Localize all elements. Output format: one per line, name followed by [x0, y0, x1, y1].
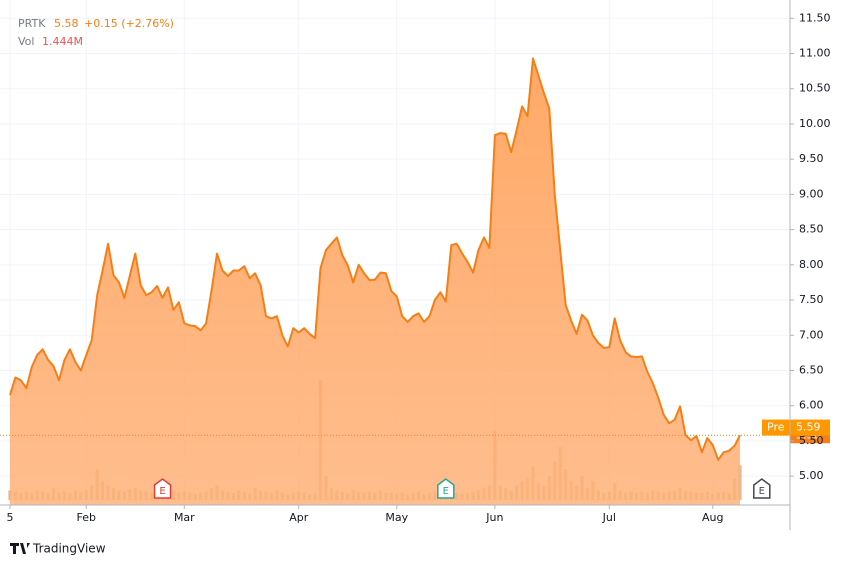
x-tick-label: Apr [289, 511, 309, 524]
brand: TradingView [32, 542, 106, 556]
y-tick-label: 11.00 [799, 47, 831, 60]
pre-label: Pre [767, 421, 785, 434]
y-tick-label: 9.00 [799, 187, 824, 200]
change: +0.15 (+2.76%) [84, 17, 174, 30]
volume-value: 1.444M [42, 35, 83, 48]
x-tick-label: 5 [7, 511, 14, 524]
x-tick-label: Feb [77, 511, 96, 524]
y-tick-label: 6.00 [799, 399, 824, 412]
y-tick-label: 11.50 [799, 11, 831, 24]
earnings-label: E [159, 486, 165, 497]
earnings-marker [753, 478, 771, 499]
y-tick-label: 10.00 [799, 117, 831, 130]
earnings-label: E [443, 486, 449, 497]
symbol: PRTK [18, 17, 46, 30]
price [9, 57, 741, 505]
pre-value: 5.59 [796, 421, 821, 434]
y-tick-label: 10.50 [799, 82, 831, 95]
logo: TradingView [10, 542, 106, 556]
y-tick-label: 6.50 [799, 363, 824, 376]
y-tick-label: 7.50 [799, 293, 824, 306]
price-area [10, 58, 740, 505]
last-price: 5.58 [54, 17, 79, 30]
earnings-marker [153, 478, 172, 499]
earnings-label: E [759, 486, 765, 497]
y-tick-label: 8.00 [799, 258, 824, 271]
logo-mark [10, 543, 30, 554]
x-tick-label: Jul [602, 511, 616, 524]
volume-title: Vol [18, 35, 34, 48]
pre-tag [762, 419, 830, 436]
y-tick-label: 9.50 [799, 152, 824, 165]
y-tick-label: 5.50 [799, 434, 824, 447]
earnings-marker [437, 478, 455, 499]
y-tick-label: 8.50 [799, 223, 824, 236]
y-tick-label: 5.00 [799, 469, 824, 482]
x-tick-label: Aug [702, 511, 723, 524]
x-tick-label: Jun [485, 511, 503, 524]
x-tick-label: Mar [174, 511, 195, 524]
y-tick-label: 7.00 [799, 328, 824, 341]
price-line [9, 57, 741, 461]
x-tick-label: May [385, 511, 408, 524]
